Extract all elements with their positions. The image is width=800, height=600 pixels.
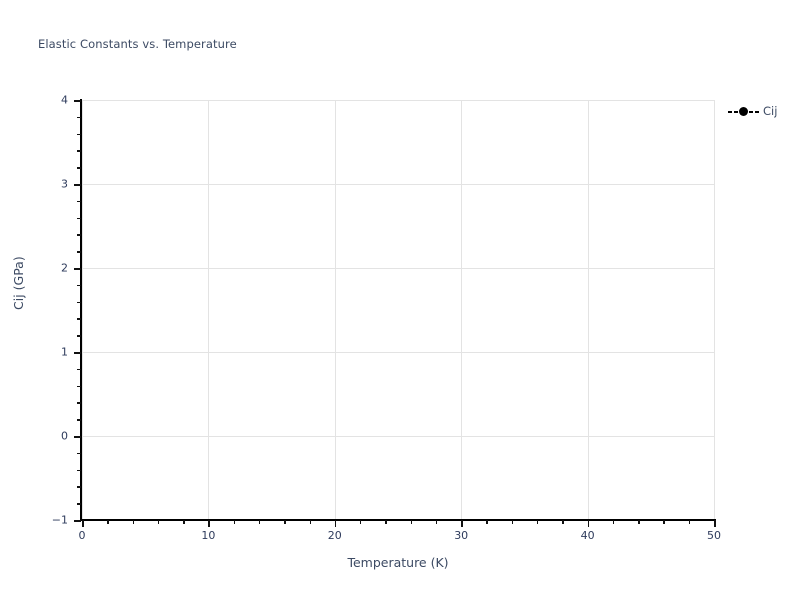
x-tick-minor [537, 520, 539, 524]
gridline-horizontal [82, 100, 714, 101]
y-tick-major [74, 184, 81, 186]
y-tick-minor [77, 335, 81, 337]
x-tick-label: 10 [201, 529, 216, 542]
y-tick-minor [77, 167, 81, 169]
x-tick-minor [612, 520, 615, 524]
x-tick-label: 30 [454, 529, 469, 542]
y-tick-minor [77, 217, 81, 219]
gridline-horizontal [82, 184, 714, 185]
x-tick-minor [562, 520, 564, 524]
x-tick-minor [486, 520, 488, 524]
legend-label-cij: Cij [763, 104, 778, 118]
x-tick-minor [107, 520, 109, 524]
x-axis-label: Temperature (K) [0, 555, 800, 570]
x-tick-minor [638, 520, 640, 524]
x-tick-major [334, 520, 337, 527]
x-tick-label: 0 [78, 529, 86, 542]
plot-area [82, 100, 715, 521]
y-axis-spine [80, 99, 82, 521]
y-tick-label: 3 [61, 177, 68, 191]
y-tick-minor [77, 385, 81, 387]
gridline-vertical [461, 100, 462, 520]
y-tick-minor [77, 200, 81, 203]
y-tick-minor [77, 318, 81, 320]
x-tick-minor [688, 520, 691, 524]
x-tick-minor [385, 520, 387, 524]
gridline-vertical [588, 100, 589, 520]
y-tick-minor [77, 251, 81, 253]
y-tick-minor [77, 133, 81, 135]
x-tick-minor [360, 520, 362, 524]
y-tick-major [74, 352, 81, 354]
y-tick-minor [77, 419, 81, 421]
gridline-horizontal [82, 436, 714, 437]
y-tick-minor [77, 150, 81, 152]
y-tick-minor [77, 234, 81, 236]
y-tick-major [74, 100, 81, 102]
x-tick-major [587, 520, 590, 527]
y-tick-label: 4 [61, 93, 68, 107]
chart-legend: Cij [728, 104, 777, 118]
x-tick-minor [284, 520, 286, 524]
y-tick-minor [77, 284, 81, 287]
y-tick-label: −1 [51, 513, 68, 527]
legend-circle-marker-icon [739, 106, 748, 116]
y-tick-major [74, 268, 81, 270]
x-tick-major [208, 520, 210, 527]
x-axis-spine [80, 519, 716, 521]
x-axis-label-text: Temperature (K) [347, 555, 449, 570]
y-tick-major [74, 436, 81, 438]
legend-line-marker-icon [728, 106, 759, 117]
x-tick-minor [132, 520, 134, 524]
y-tick-minor [77, 486, 81, 488]
x-tick-label: 20 [327, 529, 342, 542]
x-tick-minor [157, 520, 160, 524]
gridline-vertical [335, 100, 336, 520]
y-tick-major [74, 520, 81, 522]
y-tick-label: 1 [61, 345, 68, 359]
gridline-vertical [82, 100, 83, 520]
x-tick-minor [233, 520, 236, 524]
gridline-vertical [208, 100, 209, 520]
x-tick-minor [258, 520, 261, 524]
x-tick-major [461, 520, 463, 527]
y-tick-label: 0 [61, 429, 68, 443]
x-tick-minor [410, 520, 413, 524]
x-tick-label: 50 [707, 529, 721, 542]
y-tick-minor [77, 402, 81, 404]
chart-title: Elastic Constants vs. Temperature [38, 37, 237, 51]
gridline-horizontal [82, 352, 714, 353]
x-tick-major [714, 520, 716, 527]
x-tick-minor [183, 520, 185, 524]
x-tick-minor [309, 520, 311, 524]
y-tick-minor [77, 368, 81, 371]
y-tick-minor [77, 116, 81, 119]
x-tick-label: 40 [580, 529, 595, 542]
y-tick-minor [77, 503, 81, 505]
y-axis-label: Cij (GPa) [11, 256, 26, 310]
y-tick-label: 2 [61, 261, 68, 275]
y-tick-minor [77, 452, 81, 455]
gridline-horizontal [82, 268, 714, 269]
x-tick-major [82, 520, 84, 527]
gridline-vertical [714, 100, 715, 520]
x-tick-minor [435, 520, 438, 524]
x-tick-minor [663, 520, 665, 524]
y-tick-minor [77, 301, 81, 303]
x-tick-minor [511, 520, 514, 524]
y-tick-minor [77, 469, 81, 471]
legend-item-cij[interactable]: Cij [728, 104, 777, 118]
